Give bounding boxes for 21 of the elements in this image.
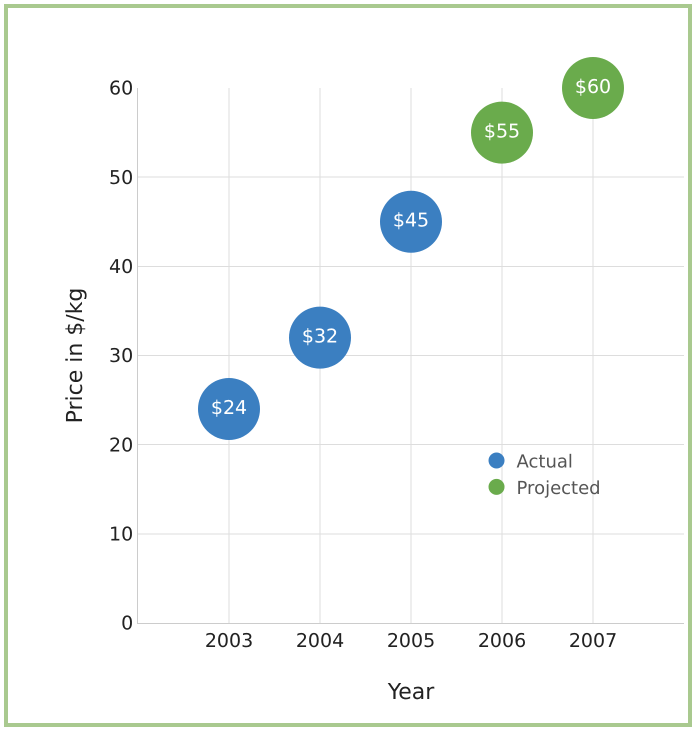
y-tick-label: 30 [109,345,134,368]
x-tick-label: 2005 [386,630,436,652]
data-label: $60 [574,76,612,98]
x-tick-label: 2006 [478,630,526,652]
data-label: $55 [484,120,520,142]
y-tick-label: 50 [109,166,134,189]
y-tick-label: 0 [121,612,134,635]
data-label: $32 [302,325,338,348]
y-tick-label: 10 [109,523,134,546]
y-axis-title: Price in $/kg [62,288,88,424]
x-axis-title: Year [386,680,436,705]
y-tick-label: 60 [109,78,134,100]
y-tick-label: 20 [109,434,134,456]
data-label: $45 [392,210,430,232]
legend-label: Actual [516,452,573,473]
legend-label: Projected [516,478,601,499]
y-tick-label: 40 [109,256,134,278]
x-tick-label: 2004 [296,630,344,652]
x-tick-label: 2007 [568,630,618,652]
x-tick-label: 2003 [204,630,254,652]
data-label: $24 [210,396,248,419]
